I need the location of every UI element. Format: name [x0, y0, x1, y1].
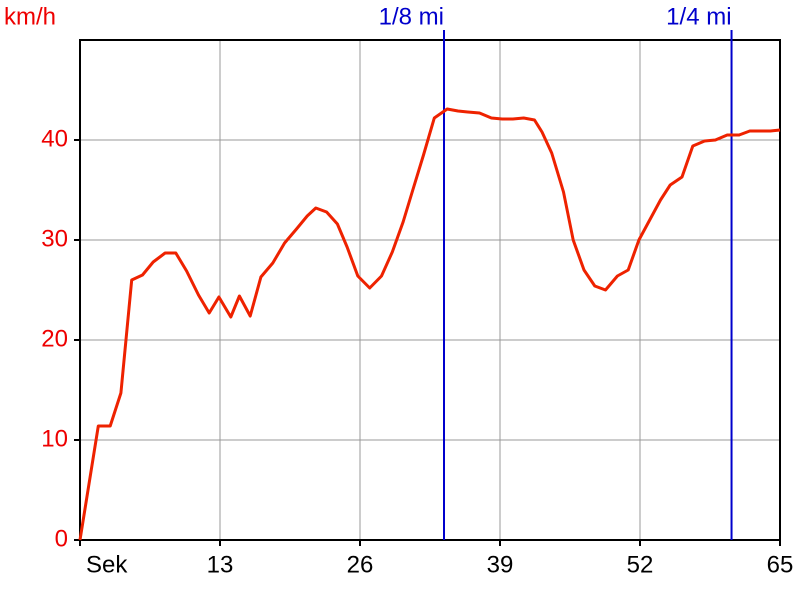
y-tick-label: 40 — [41, 125, 68, 152]
plot-border — [79, 39, 781, 541]
y-tick-label: 10 — [41, 425, 68, 452]
x-tick-label: 13 — [207, 551, 234, 578]
y-tick-label: 30 — [41, 225, 68, 252]
distance-marker-label: 1/4 mi — [666, 3, 731, 30]
y-tick-label: 20 — [41, 325, 68, 352]
x-tick-label: 39 — [487, 551, 514, 578]
x-tick-label: 52 — [627, 551, 654, 578]
x-tick-label: 65 — [767, 551, 794, 578]
x-tick-label: 26 — [347, 551, 374, 578]
speed-line — [78, 107, 781, 541]
x-tick-label: Sek — [86, 551, 128, 578]
y-axis-label: km/h — [4, 3, 56, 30]
distance-marker-label: 1/8 mi — [379, 3, 444, 30]
y-tick-label: 0 — [55, 525, 68, 552]
